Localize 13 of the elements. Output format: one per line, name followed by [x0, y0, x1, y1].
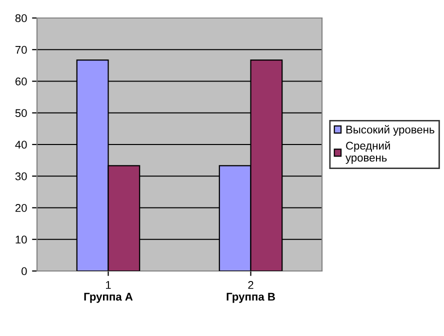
y-tick-label: 60 — [15, 78, 27, 86]
category-label: 2 Группа В — [226, 281, 275, 303]
category-label: 1 Группа А — [84, 281, 133, 303]
y-tick-label: 40 — [15, 140, 27, 149]
y-tick-label: 80 — [15, 14, 27, 22]
y-tick-label: 50 — [15, 109, 27, 118]
y-tick-label: 30 — [15, 172, 27, 180]
legend-label: Высокий уровень — [346, 125, 434, 136]
y-tick-label: 0 — [22, 267, 27, 276]
legend-label: Средний уровень — [346, 141, 390, 164]
y-tick-label: 70 — [15, 46, 27, 54]
y-tick-label: 20 — [15, 204, 27, 212]
y-tick-label: 10 — [16, 236, 27, 244]
